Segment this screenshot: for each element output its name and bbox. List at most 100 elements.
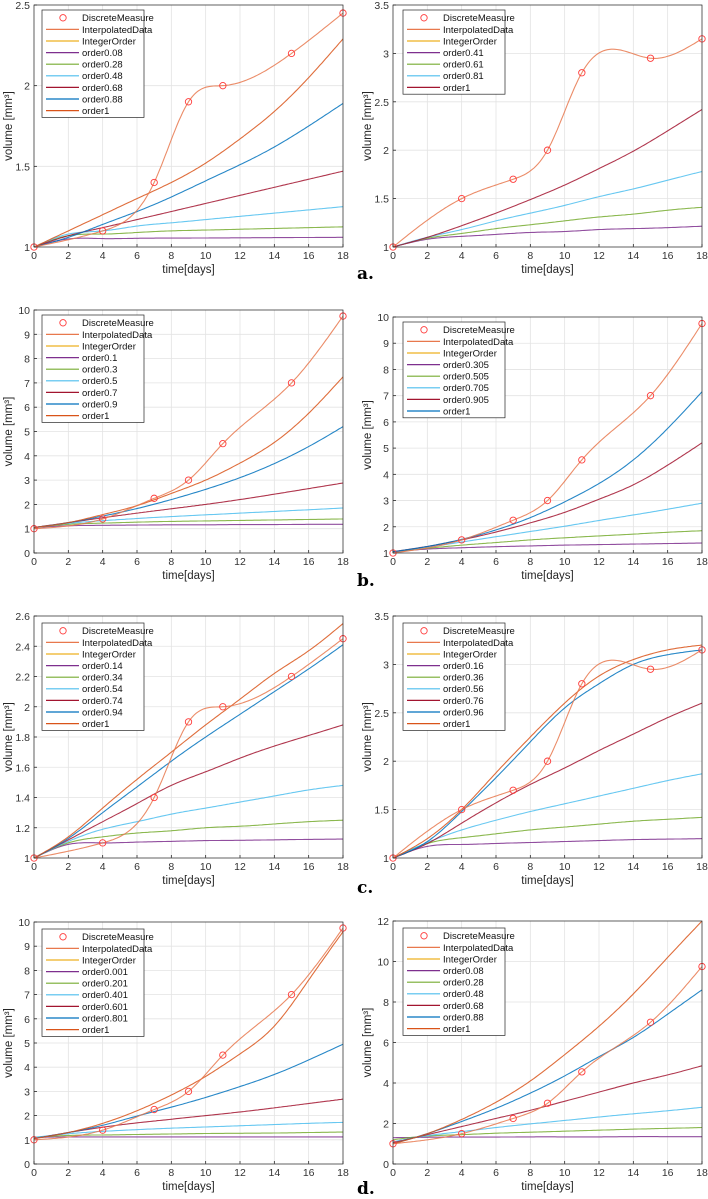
legend-marker xyxy=(420,932,428,940)
x-axis-label: time[days] xyxy=(162,570,214,582)
x-tick-label: 16 xyxy=(303,250,315,262)
x-tick-label: 18 xyxy=(696,861,708,873)
x-tick-label: 14 xyxy=(627,1167,639,1179)
y-tick-label: 2.5 xyxy=(374,97,389,109)
series-line-order1 xyxy=(34,623,343,858)
x-tick-label: 2 xyxy=(65,1167,71,1179)
discrete-measure-point xyxy=(184,1087,193,1096)
legend-entry: IntegerOrder xyxy=(443,649,497,660)
x-tick-label: 4 xyxy=(459,556,465,568)
discrete-measure-point xyxy=(184,718,193,726)
series-line-order0.88 xyxy=(34,102,343,247)
legend-entry: order1 xyxy=(82,1025,109,1036)
y-tick-label: 4 xyxy=(383,1078,389,1090)
x-tick-label: 12 xyxy=(593,861,605,873)
legend-entry: order0.505 xyxy=(443,372,489,383)
y-tick-label: 8 xyxy=(24,354,30,366)
x-tick-label: 8 xyxy=(527,861,533,873)
series-line-order0.1 xyxy=(34,523,343,529)
y-tick-label: 7 xyxy=(383,391,389,403)
y-tick-label: 10 xyxy=(18,305,30,317)
y-axis-label: volume [mm³] xyxy=(362,91,374,161)
series-line-order0.505 xyxy=(393,530,702,553)
interpolated-data-line xyxy=(34,12,343,247)
legend-marker xyxy=(59,319,67,327)
axes-box xyxy=(33,921,344,1165)
legend-entry: order0.601 xyxy=(82,1002,128,1013)
y-tick-label: 8 xyxy=(383,997,389,1009)
y-tick-label: 1.2 xyxy=(15,823,30,835)
x-tick-label: 2 xyxy=(424,861,430,873)
legend-marker xyxy=(59,933,67,941)
y-tick-label: 5 xyxy=(383,443,389,455)
legend-entry: IntegerOrder xyxy=(82,649,136,660)
y-tick-label: 1 xyxy=(24,242,30,254)
x-tick-label: 10 xyxy=(200,861,212,873)
series-line-order0.801 xyxy=(34,1043,343,1140)
chart-panel-7: 0 2 4 6 8 10 12 14 16 18 0 2 4 6 8 10 12 time[days] volume… xyxy=(357,916,708,1199)
y-tick-label: 2 xyxy=(383,522,389,534)
legend-entry: DiscreteMeasure xyxy=(443,13,515,24)
y-tick-label: 3 xyxy=(383,48,389,60)
series-line-order1 xyxy=(393,921,702,1145)
series-line-order0.54 xyxy=(34,784,343,858)
series-line-order1 xyxy=(393,109,702,247)
y-tick-label: 3 xyxy=(24,475,30,487)
x-tick-label: 8 xyxy=(527,556,533,568)
interpolated-data-line xyxy=(34,315,343,530)
y-tick-label: 2 xyxy=(24,702,30,714)
y-tick-label: 9 xyxy=(24,941,30,953)
y-tick-label: 2 xyxy=(24,1111,30,1123)
axes-box xyxy=(33,309,344,554)
x-tick-label: 16 xyxy=(303,861,315,873)
x-tick-label: 18 xyxy=(337,556,349,568)
axes-box xyxy=(392,316,703,554)
legend-entry: order0.905 xyxy=(443,395,489,406)
legend-entry: order0.705 xyxy=(443,383,489,394)
y-axis-label: volume [mm³] xyxy=(362,400,374,470)
x-tick-label: 12 xyxy=(593,1167,605,1179)
y-axis-label: volume [mm³] xyxy=(362,1008,374,1078)
legend-entry: order0.88 xyxy=(443,1012,484,1023)
series-line-order0.56 xyxy=(393,773,702,858)
discrete-measure-point xyxy=(99,839,107,847)
discrete-measure-point xyxy=(646,54,655,62)
legend-entry: order0.16 xyxy=(443,661,484,672)
legend-entry: order0.401 xyxy=(82,990,128,1001)
y-tick-label: 1 xyxy=(24,524,30,536)
discrete-measure-point xyxy=(578,680,586,688)
chart-panel-2: 0 2 4 6 8 10 12 14 16 18012345678910time[days]vol… xyxy=(3,305,349,582)
x-tick-label: 14 xyxy=(268,861,280,873)
legend-box xyxy=(402,321,506,419)
x-tick-label: 10 xyxy=(559,250,571,262)
discrete-measure-point xyxy=(509,1114,517,1123)
y-tick-label: 3 xyxy=(24,1086,30,1098)
series-line-order1 xyxy=(393,644,702,858)
y-tick-label: 2 xyxy=(383,1119,389,1131)
x-tick-label: 0 xyxy=(31,250,37,262)
series-line-order0.81 xyxy=(393,170,702,247)
y-tick-label: 9 xyxy=(383,338,389,350)
series-line-order0.96 xyxy=(393,649,702,858)
discrete-measure-point xyxy=(150,494,158,502)
x-tick-label: 8 xyxy=(168,250,174,262)
y-tick-label: 6 xyxy=(24,402,30,414)
legend-entry: order1 xyxy=(443,83,470,94)
discrete-measure-point xyxy=(287,379,296,387)
legend-marker xyxy=(420,627,428,635)
legend-entry: order0.9 xyxy=(82,399,117,410)
y-tick-label: 1.5 xyxy=(374,805,389,817)
x-tick-label: 10 xyxy=(200,1167,212,1179)
legend-entry: order0.28 xyxy=(82,60,123,71)
discrete-measure-point xyxy=(509,516,517,524)
discrete-measure-point xyxy=(543,1099,552,1107)
legend-entry: order0.34 xyxy=(82,673,123,684)
x-tick-label: 12 xyxy=(593,556,605,568)
interpolated-data-line xyxy=(393,966,702,1145)
discrete-measure-point xyxy=(509,175,517,183)
x-tick-label: 18 xyxy=(696,556,708,568)
x-axis-label: time[days] xyxy=(162,875,214,887)
x-tick-label: 8 xyxy=(527,1167,533,1179)
legend-entry: order0.48 xyxy=(443,989,484,1000)
panel-label: c. xyxy=(357,878,373,898)
